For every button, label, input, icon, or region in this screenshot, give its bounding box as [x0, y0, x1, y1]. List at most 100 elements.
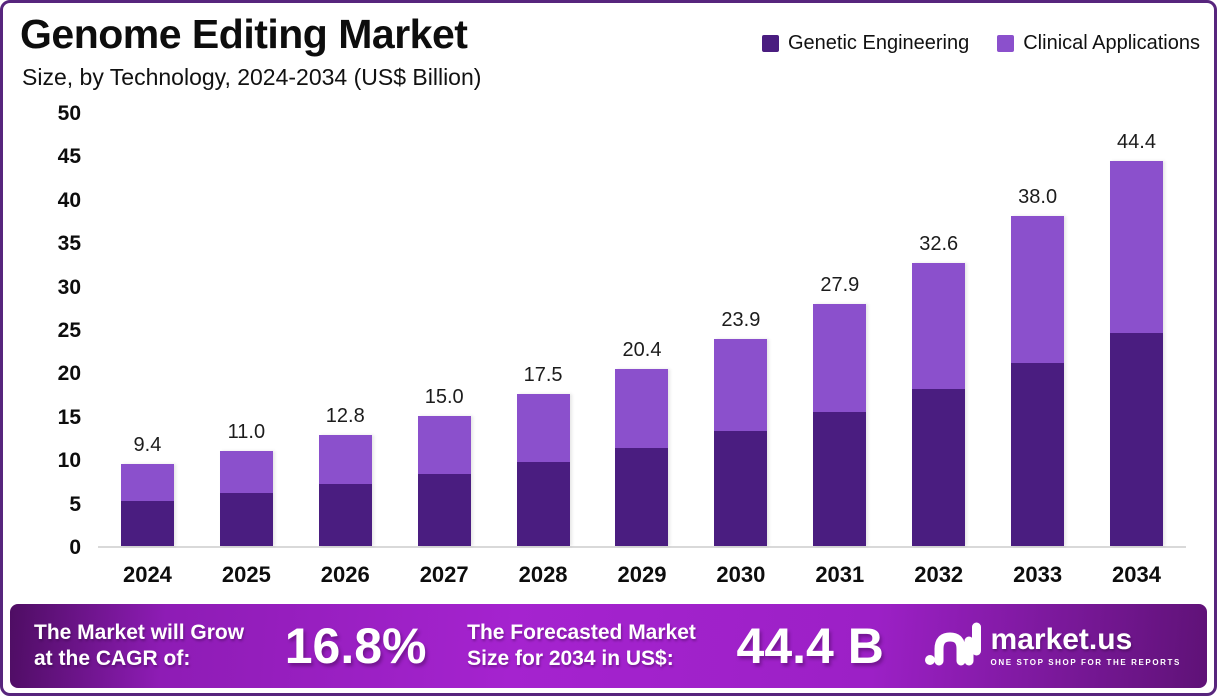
x-tick-label-2027: 2027 [419, 562, 469, 587]
stacked-bar-2026 [318, 434, 372, 546]
bar-total-label-2033: 38.0 [1018, 186, 1058, 209]
legend-item-genetic-engineering: Genetic Engineering [762, 32, 969, 55]
bar-segment-clinical-applications-2032 [912, 263, 966, 389]
x-tick-label-2034: 2034 [1112, 562, 1161, 587]
bar-slot-2028: 17.5 [494, 364, 593, 546]
bar-segment-genetic-engineering-2034 [1110, 332, 1164, 546]
stacked-bar-2030 [714, 338, 768, 546]
bar-segment-clinical-applications-2034 [1110, 160, 1164, 333]
bar-segment-clinical-applications-2029 [615, 368, 669, 448]
bar-total-label-2031: 27.9 [820, 273, 860, 296]
y-tick-label-45: 45 [57, 145, 81, 169]
stacked-bar-2024 [120, 464, 174, 546]
bar-total-label-2029: 20.4 [622, 338, 662, 361]
forecast-label: The Forecasted Market Size for 2034 in U… [467, 620, 696, 671]
footer-banner: The Market will Grow at the CAGR of: 16.… [10, 604, 1207, 688]
legend-swatch-icon [997, 35, 1015, 52]
y-tick-label-5: 5 [69, 492, 81, 516]
y-tick-label-50: 50 [57, 102, 81, 125]
stacked-bar-2033 [1011, 216, 1065, 546]
y-axis: 0 5 10 15 20 25 30 35 40 45 50 [3, 102, 81, 559]
x-tick-label-2026: 2026 [320, 562, 370, 587]
bar-segment-genetic-engineering-2030 [714, 430, 768, 546]
stacked-bar-2032 [912, 263, 966, 546]
marketus-logo-icon [924, 621, 981, 672]
y-tick-label-30: 30 [57, 275, 81, 299]
bar-slot-2031: 27.9 [790, 274, 889, 546]
bar-slot-2027: 15.0 [395, 386, 494, 546]
bar-total-label-2024: 9.4 [133, 434, 162, 457]
cagr-label-line1: The Market will Grow [34, 621, 245, 645]
stacked-bar-2031 [813, 303, 867, 546]
bar-total-label-2030: 23.9 [721, 308, 761, 331]
bar-segment-clinical-applications-2027 [417, 415, 471, 474]
page-subtitle: Size, by Technology, 2024-2034 (US$ Bill… [22, 64, 482, 90]
bar-segment-clinical-applications-2026 [318, 434, 372, 485]
bar-segment-genetic-engineering-2027 [417, 474, 471, 546]
bar-slot-2025: 11.0 [197, 421, 296, 546]
brand-tagline: ONE STOP SHOP FOR THE REPORTS [990, 658, 1181, 667]
x-tick-label-2032: 2032 [914, 562, 964, 587]
bar-slot-2034: 44.4 [1087, 131, 1186, 546]
brand-name: market.us [990, 623, 1133, 656]
forecast-label-line1: The Forecasted Market [467, 621, 696, 645]
x-axis: 2024 2025 2026 2027 2028 2029 2030 2031 2032 2033… [98, 562, 1186, 588]
y-tick-label-0: 0 [69, 536, 81, 559]
x-tick-label-2024: 2024 [122, 562, 172, 587]
y-tick-label-15: 15 [57, 405, 81, 429]
marketus-brand: market.us ONE STOP SHOP FOR THE REPORTS [924, 621, 1181, 672]
bar-segment-clinical-applications-2024 [120, 464, 174, 501]
bar-segment-genetic-engineering-2028 [516, 461, 570, 546]
cagr-label-line2: at the CAGR of: [34, 647, 191, 670]
bar-segment-clinical-applications-2030 [714, 338, 768, 431]
y-tick-label-25: 25 [57, 319, 81, 342]
x-tick-label-2031: 2031 [815, 562, 865, 587]
page-title: Genome Editing Market [20, 11, 468, 57]
bar-slot-2030: 23.9 [691, 309, 790, 546]
stacked-bar-2028 [516, 394, 570, 546]
bar-total-label-2028: 17.5 [523, 364, 563, 387]
bar-total-label-2025: 11.0 [227, 420, 266, 443]
bar-segment-genetic-engineering-2031 [813, 411, 867, 546]
stacked-bar-2027 [417, 415, 471, 546]
legend-swatch-icon [762, 35, 779, 52]
cagr-value: 16.8% [284, 618, 427, 674]
bar-total-label-2032: 32.6 [919, 233, 959, 256]
stacked-bar-2029 [615, 368, 669, 546]
y-tick-label-10: 10 [57, 449, 81, 473]
bar-slot-2029: 20.4 [593, 339, 692, 546]
bar-total-label-2034: 44.4 [1117, 130, 1156, 153]
bar-segment-genetic-engineering-2029 [615, 447, 669, 546]
bar-slot-2033: 38.0 [988, 186, 1087, 546]
bar-segment-clinical-applications-2028 [516, 394, 570, 462]
bar-segment-genetic-engineering-2025 [219, 493, 273, 546]
bar-slot-2026: 12.8 [296, 405, 395, 546]
bar-slot-2024: 9.4 [98, 434, 197, 546]
legend-item-clinical-applications: Clinical Applications [997, 32, 1200, 55]
x-tick-label-2028: 2028 [518, 562, 568, 587]
chart-legend: Genetic Engineering Clinical Applications [762, 32, 1200, 55]
x-tick-label-2033: 2033 [1013, 562, 1063, 587]
bar-segment-clinical-applications-2025 [219, 450, 273, 494]
forecast-label-line2: Size for 2034 in US$: [467, 647, 674, 670]
y-tick-label-20: 20 [57, 362, 81, 386]
bar-segment-genetic-engineering-2032 [912, 388, 966, 546]
bar-segment-clinical-applications-2031 [813, 303, 867, 412]
y-tick-label-40: 40 [57, 188, 81, 212]
brand-text: market.us ONE STOP SHOP FOR THE REPORTS [990, 623, 1181, 668]
legend-label: Clinical Applications [1023, 32, 1200, 54]
x-tick-label-2029: 2029 [617, 562, 667, 587]
bar-segment-clinical-applications-2033 [1011, 216, 1065, 363]
bar-total-label-2027: 15.0 [424, 385, 464, 408]
x-tick-label-2025: 2025 [221, 562, 271, 587]
stacked-bar-2034 [1110, 160, 1164, 546]
bar-plot-area: 9.4 11.0 12.8 15.0 17.5 20.4 23.9 27.9 32.6 38.0 4… [98, 114, 1186, 548]
bar-segment-genetic-engineering-2026 [318, 484, 372, 546]
cagr-label: The Market will Grow at the CAGR of: [34, 620, 244, 671]
legend-label: Genetic Engineering [788, 32, 970, 54]
bar-total-label-2026: 12.8 [325, 404, 365, 427]
x-tick-label-2030: 2030 [716, 562, 766, 587]
bar-segment-genetic-engineering-2024 [120, 500, 174, 546]
bar-segment-genetic-engineering-2033 [1011, 362, 1065, 546]
